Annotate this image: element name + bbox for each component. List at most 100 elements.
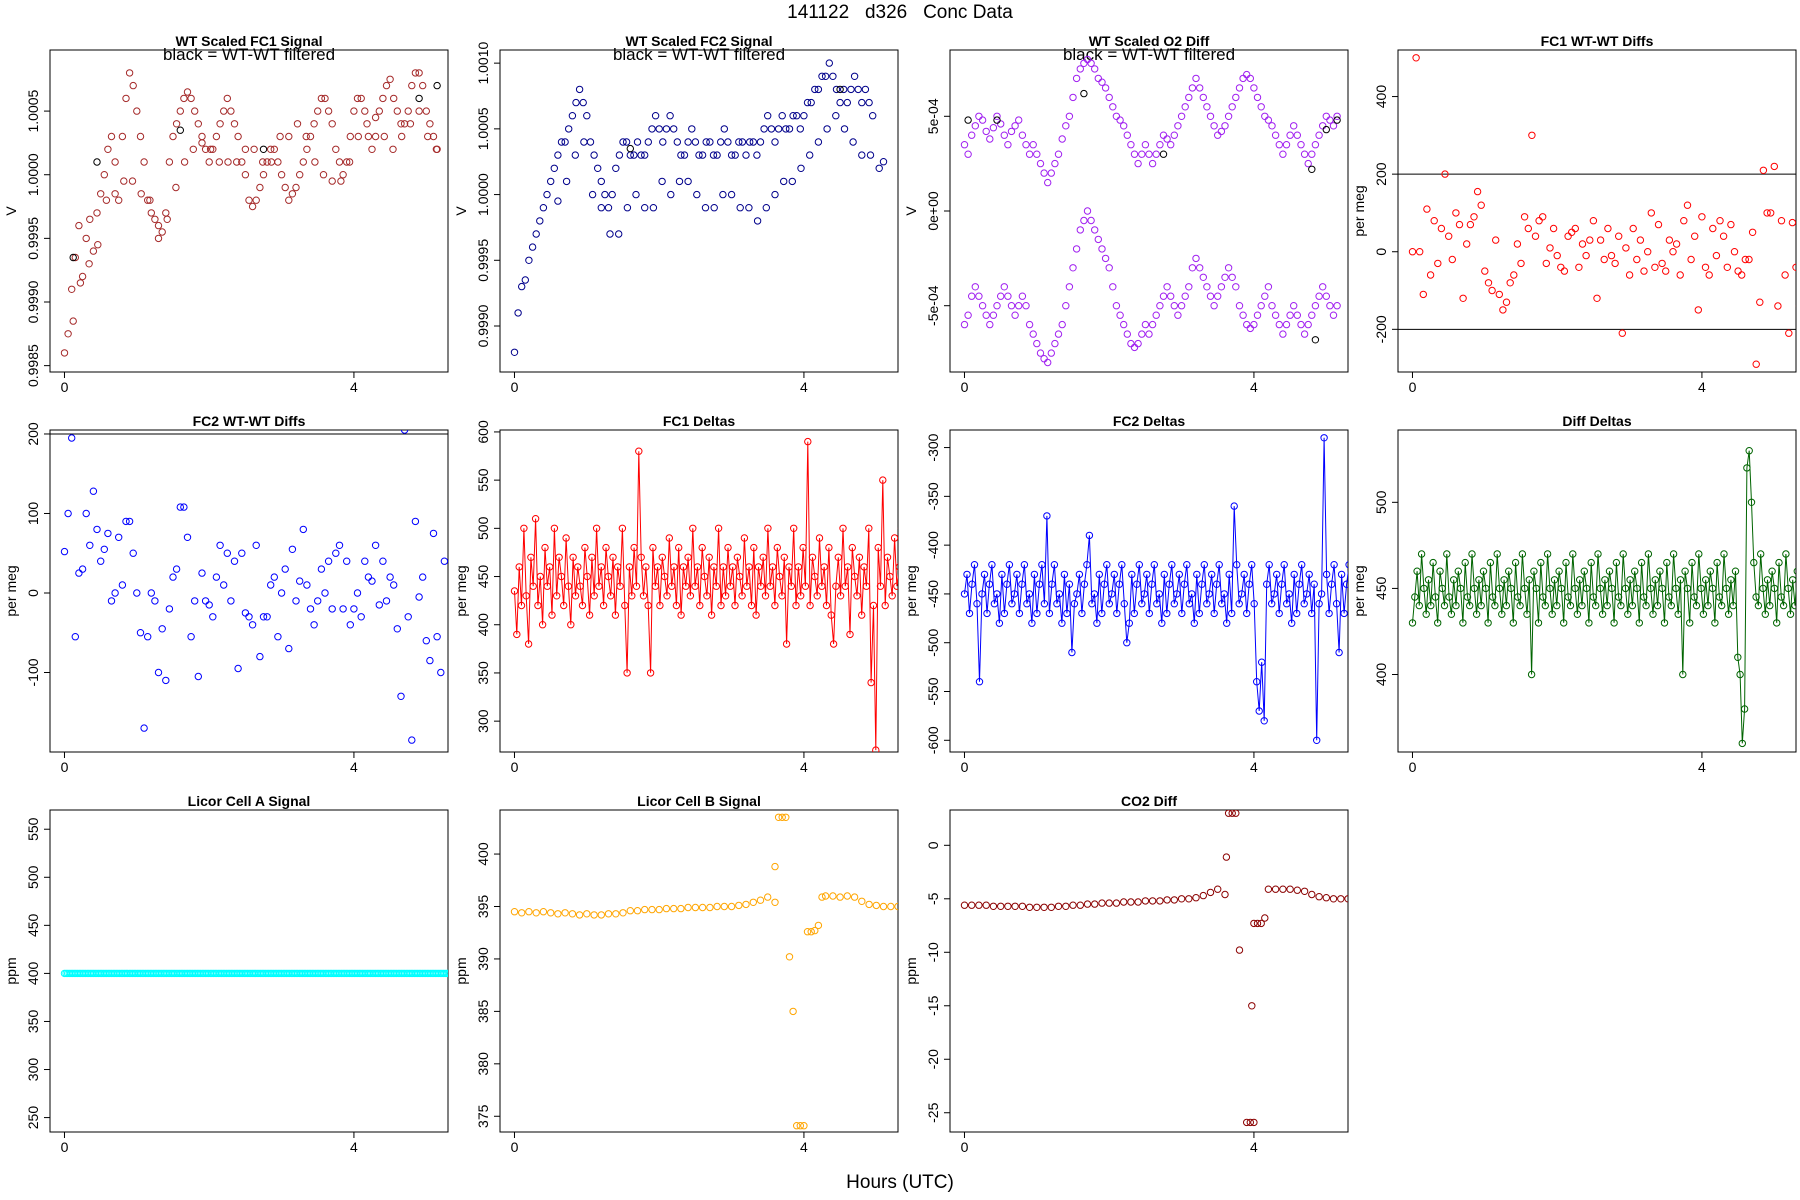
y-tick-label: -5 <box>925 892 941 905</box>
data-point <box>847 85 855 94</box>
data-point <box>1669 550 1678 558</box>
y-tick-label: 500 <box>25 865 41 889</box>
data-point <box>382 597 391 605</box>
data-point <box>574 563 582 571</box>
data-point <box>1564 232 1572 240</box>
data-point <box>825 543 833 552</box>
data-point <box>277 589 286 597</box>
data-point <box>691 138 700 146</box>
data-point <box>1614 593 1623 601</box>
x-tick-label: 4 <box>800 1139 808 1155</box>
data-point <box>814 921 823 930</box>
data-point <box>1345 561 1348 569</box>
data-point <box>1622 244 1630 252</box>
data-point <box>406 120 415 128</box>
data-point <box>1233 561 1241 569</box>
data-point <box>522 592 530 600</box>
data-point <box>1322 125 1331 134</box>
data-point <box>1011 902 1019 910</box>
data-point <box>1741 255 1750 264</box>
data-point <box>1779 601 1788 610</box>
data-point <box>1507 584 1515 593</box>
data-point <box>1206 292 1215 300</box>
data-point <box>1054 330 1063 338</box>
data-point <box>223 549 232 557</box>
data-point <box>380 132 388 141</box>
data-point <box>1159 292 1168 300</box>
x-tick-label: 4 <box>1250 379 1258 395</box>
data-point <box>1498 610 1506 618</box>
data-point <box>964 150 972 158</box>
y-tick-label: -450 <box>925 580 941 608</box>
data-point <box>1290 570 1298 579</box>
data-point <box>89 487 98 495</box>
data-point <box>960 901 969 909</box>
data-point <box>990 600 999 608</box>
y-tick-label: 380 <box>475 1052 491 1076</box>
data-point <box>1062 122 1070 130</box>
chart-fc2-wt-diffs: FC2 WT-WT Diffs per meg 0 4 -100 0 100 200 <box>3 413 449 775</box>
data-point <box>1268 302 1276 310</box>
data-point <box>1094 74 1103 83</box>
data-point <box>1022 141 1030 149</box>
data-point <box>780 177 788 186</box>
y-tick-label: 550 <box>475 468 491 492</box>
data-point <box>1489 593 1497 601</box>
data-point <box>437 668 445 677</box>
data-point <box>212 573 221 581</box>
data-point <box>1200 561 1209 569</box>
data-point <box>1033 903 1041 911</box>
data-point <box>1261 914 1269 922</box>
y-tick-label: 200 <box>25 422 41 446</box>
data-point <box>1688 558 1696 567</box>
data-point <box>890 534 898 542</box>
data-point <box>1681 567 1689 575</box>
data-layer <box>1408 447 1796 748</box>
data-point <box>1443 550 1451 558</box>
data-point <box>703 592 711 600</box>
data-point <box>1629 224 1637 233</box>
data-point <box>1430 217 1438 225</box>
data-point <box>532 230 540 238</box>
data-point <box>612 164 620 173</box>
data-point <box>1127 898 1135 906</box>
data-point <box>1205 590 1213 598</box>
data-point <box>1759 166 1768 175</box>
data-point <box>539 204 548 212</box>
data-point <box>1270 590 1278 598</box>
data-point <box>1069 901 1077 909</box>
data-point <box>1015 116 1023 124</box>
data-point <box>1293 131 1302 139</box>
data-point <box>1217 283 1226 291</box>
data-point <box>1025 590 1034 598</box>
data-point <box>651 582 659 590</box>
x-tick-label: 4 <box>350 759 358 775</box>
data-point <box>668 582 676 590</box>
data-point <box>1235 946 1244 954</box>
data-point <box>1105 93 1113 102</box>
data-point <box>628 592 636 600</box>
data-point <box>71 253 80 262</box>
data-point <box>876 582 885 590</box>
data-point <box>682 582 690 590</box>
data-point <box>154 668 163 677</box>
data-point <box>1250 919 1258 928</box>
data-point <box>673 138 681 146</box>
data-point <box>285 644 293 653</box>
data-point <box>389 145 397 154</box>
data-point <box>1029 141 1037 149</box>
x-tick-label: 0 <box>61 759 69 775</box>
data-point <box>1317 590 1326 598</box>
data-point <box>1647 584 1655 593</box>
data-point <box>706 138 714 146</box>
data-point <box>773 543 781 552</box>
data-point <box>317 565 326 573</box>
data-point <box>771 862 779 871</box>
data-point <box>1245 580 1253 588</box>
data-point <box>1135 561 1144 569</box>
data-point <box>1477 601 1485 610</box>
data-point <box>440 557 448 565</box>
data-point <box>144 196 152 204</box>
data-point <box>594 164 602 173</box>
data-point <box>250 145 258 154</box>
